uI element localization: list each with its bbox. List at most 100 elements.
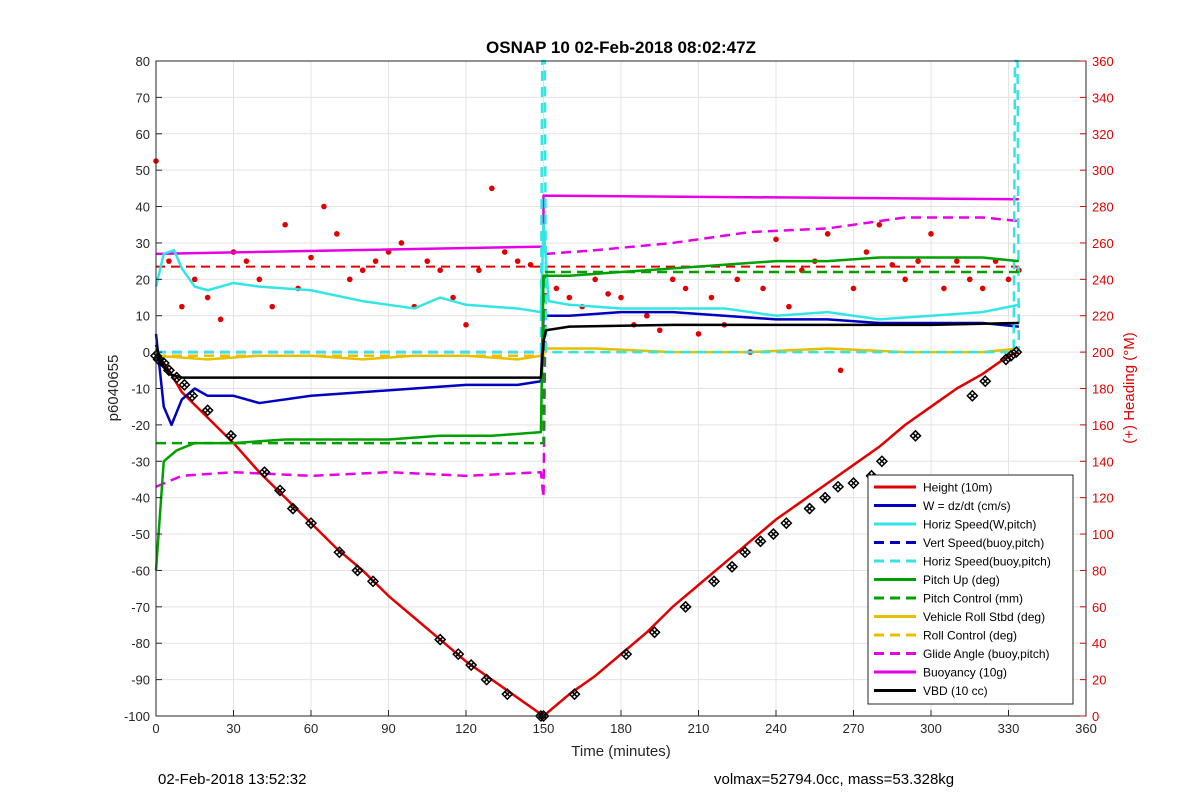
height-markers <box>149 346 1023 723</box>
heading-point <box>166 258 172 264</box>
height-marker <box>465 658 478 672</box>
height-marker <box>480 673 493 686</box>
height-marker <box>333 546 346 559</box>
heading-point <box>1005 276 1012 283</box>
legend-entry-label: Roll Control (deg) <box>923 629 1017 643</box>
heading-point <box>191 276 198 283</box>
heading-point <box>941 285 947 292</box>
footer-volmax-mass: volmax=52794.0cc, mass=53.328kg <box>714 771 955 788</box>
left-tick-label: -40 <box>131 491 150 506</box>
left-tick-label: 50 <box>136 163 150 178</box>
height-marker <box>803 502 816 515</box>
height-marker <box>780 517 793 530</box>
height-marker <box>286 502 299 515</box>
height-marker <box>707 575 721 588</box>
right-tick-label: 0 <box>1092 709 1099 724</box>
right-tick-label: 40 <box>1092 636 1106 651</box>
height-marker <box>224 429 237 442</box>
heading-point <box>669 276 676 283</box>
series-line-9 <box>155 216 1019 499</box>
chart-title: OSNAP 10 02-Feb-2018 08:02:47Z <box>486 38 756 57</box>
heading-point <box>282 221 288 228</box>
height-marker <box>909 429 922 442</box>
legend: Height (10m) W = dz/dt (cm/s) Horiz Speed(… <box>867 474 1074 705</box>
height-marker <box>304 517 318 530</box>
heading-point <box>695 331 702 337</box>
heading-point <box>321 203 327 210</box>
series-line-1 <box>154 310 1019 427</box>
left-tick-label: 0 <box>143 345 150 360</box>
right-tick-label: 280 <box>1092 200 1114 215</box>
heading-point <box>592 276 598 283</box>
heading-point <box>346 276 353 283</box>
bottom-axis: 0 30 60 90 120 150 180 210 240 270 300 330 360 <box>152 710 1097 736</box>
heading-point <box>876 221 883 228</box>
heading-point <box>773 236 779 243</box>
right-tick-label: 80 <box>1092 563 1106 578</box>
heading-point <box>179 303 185 310</box>
height-marker <box>186 389 199 402</box>
heading-point <box>644 312 650 319</box>
right-tick-label: 340 <box>1092 90 1114 105</box>
height-marker <box>679 600 692 613</box>
legend-entry-label: Height (10m) <box>923 481 992 495</box>
left-tick-label: -60 <box>131 563 150 578</box>
heading-point <box>566 294 573 301</box>
heading-point <box>527 261 534 268</box>
bottom-tick-label: 270 <box>843 721 865 736</box>
right-tick-label: 180 <box>1092 382 1114 397</box>
height-marker <box>157 356 170 370</box>
height-marker <box>568 688 581 701</box>
legend-entry-label: W = dz/dt (cm/s) <box>923 499 1011 513</box>
heading-point <box>359 267 366 274</box>
height-marker <box>875 455 888 468</box>
series-line-10 <box>155 194 1019 256</box>
heading-point <box>308 254 314 261</box>
bottom-tick-label: 150 <box>533 721 555 736</box>
heading-point <box>424 258 431 264</box>
left-tick-label: 10 <box>136 309 150 324</box>
legend-entry-label: Pitch Up (deg) <box>923 573 1000 587</box>
legend-entry-label: Buoyancy (10g) <box>923 666 1007 680</box>
height-marker <box>201 404 214 417</box>
heading-point <box>463 322 469 328</box>
legend-box <box>867 474 1074 705</box>
bottom-tick-label: 180 <box>610 721 632 736</box>
bottom-tick-label: 330 <box>998 721 1020 736</box>
height-marker <box>258 466 271 479</box>
heading-point <box>863 249 870 255</box>
heading-point <box>902 276 908 283</box>
left-tick-label: -100 <box>124 709 150 724</box>
height-marker <box>847 477 860 490</box>
left-tick-label: -90 <box>131 673 150 688</box>
bottom-tick-label: 120 <box>455 721 477 736</box>
right-tick-label: 20 <box>1092 673 1106 688</box>
series-line-2 <box>154 223 1020 321</box>
heading-point <box>605 291 611 297</box>
heading-point <box>553 285 560 292</box>
bottom-tick-label: 210 <box>688 721 710 736</box>
legend-entry-label: Vehicle Roll Stbd (deg) <box>923 610 1045 624</box>
height-marker <box>979 375 992 388</box>
right-tick-label: 240 <box>1092 272 1114 287</box>
left-tick-label: 70 <box>136 90 150 105</box>
series-line-6 <box>156 270 1019 445</box>
right-tick-label: 160 <box>1092 418 1114 433</box>
heading-point <box>928 231 934 237</box>
left-tick-label: -20 <box>131 418 150 433</box>
left-tick-label: 40 <box>136 200 150 215</box>
heading-point <box>656 327 663 334</box>
left-tick-label: 30 <box>136 236 150 251</box>
heading-point <box>786 303 792 310</box>
heading-series <box>153 158 1022 374</box>
height-marker <box>831 480 845 493</box>
height-marker <box>620 648 633 661</box>
height-marker <box>819 491 832 504</box>
legend-entry-label: VBD (10 cc) <box>923 684 988 698</box>
bottom-tick-label: 90 <box>381 721 395 736</box>
legend-entry-label: Horiz Speed(W,pitch) <box>923 518 1036 532</box>
height-marker <box>767 527 780 541</box>
heading-point <box>682 285 689 292</box>
left-axis: -100-90-80-70-60-50-40-30-20-10010203040… <box>124 54 162 724</box>
height-marker <box>754 535 767 548</box>
